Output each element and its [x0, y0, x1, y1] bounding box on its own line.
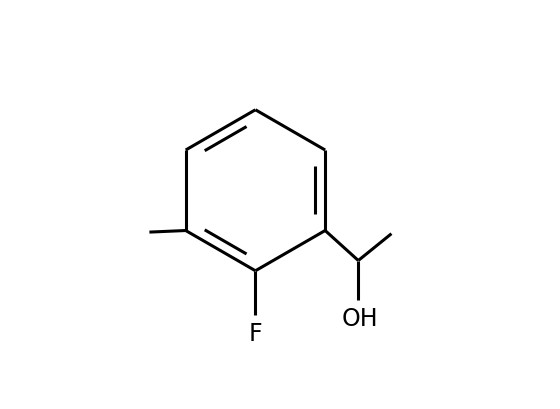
- Text: OH: OH: [342, 306, 378, 330]
- Text: F: F: [249, 321, 262, 345]
